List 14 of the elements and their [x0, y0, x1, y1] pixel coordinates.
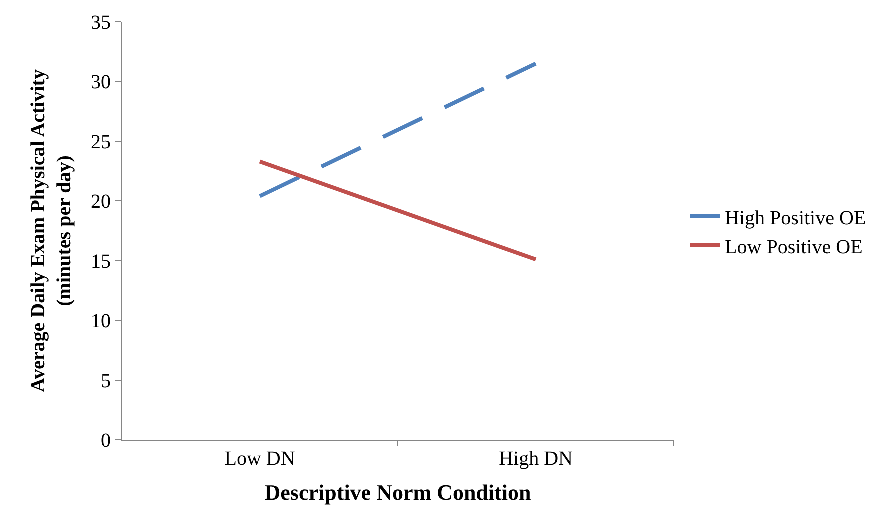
y-tick-label: 0: [101, 430, 111, 452]
legend-label: High Positive OE: [725, 207, 866, 230]
y-tick-label: 15: [91, 250, 111, 273]
y-tick-label: 30: [91, 72, 111, 94]
x-tick-label: Low DN: [224, 448, 296, 470]
y-tick-label: 25: [91, 131, 111, 154]
x-axis-title: Descriptive Norm Condition: [264, 480, 532, 505]
y-tick-label: 5: [101, 370, 111, 392]
y-tick-label: 20: [91, 191, 111, 214]
x-tick-label: High DN: [499, 448, 573, 470]
legend-label: Low Positive OE: [725, 236, 863, 258]
y-tick-label: 35: [91, 12, 111, 34]
y-tick-label: 10: [91, 310, 111, 333]
y-axis-title: Average Daily Exam Physical Activity (minutes per day): [28, 70, 76, 392]
